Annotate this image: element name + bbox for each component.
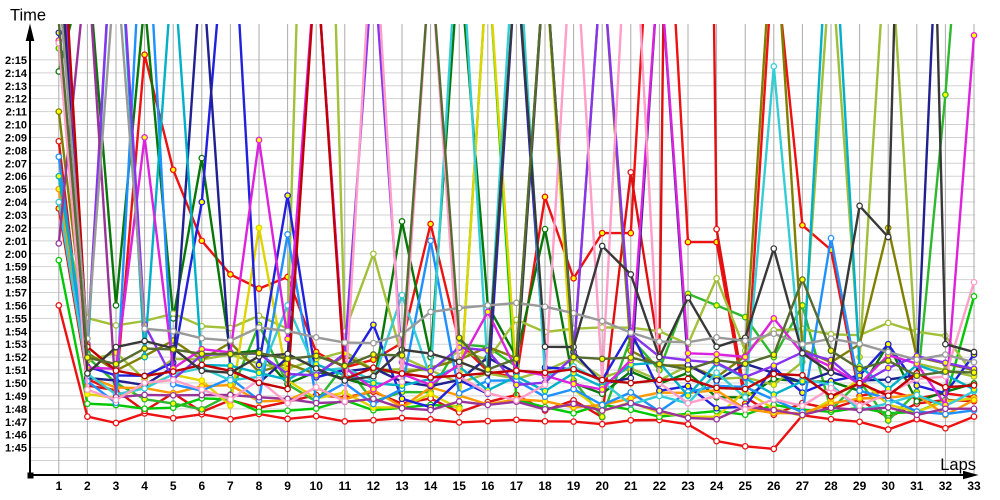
svg-text:1:47: 1:47: [5, 417, 27, 429]
svg-text:1: 1: [55, 479, 62, 493]
svg-text:32: 32: [939, 479, 953, 493]
svg-text:6: 6: [198, 479, 205, 493]
svg-text:2:03: 2:03: [5, 210, 27, 222]
svg-text:5: 5: [170, 479, 177, 493]
svg-text:2:14: 2:14: [5, 68, 28, 80]
svg-text:1:56: 1:56: [5, 300, 27, 312]
svg-text:1:55: 1:55: [5, 313, 27, 325]
svg-text:7: 7: [227, 479, 234, 493]
svg-text:22: 22: [653, 479, 667, 493]
svg-text:2:04: 2:04: [5, 197, 28, 209]
svg-text:3: 3: [113, 479, 120, 493]
svg-text:1:59: 1:59: [5, 262, 27, 274]
svg-text:24: 24: [710, 479, 724, 493]
svg-text:12: 12: [367, 479, 381, 493]
svg-text:29: 29: [853, 479, 867, 493]
svg-text:13: 13: [395, 479, 409, 493]
svg-text:2:10: 2:10: [5, 120, 27, 132]
svg-text:2:15: 2:15: [5, 55, 27, 67]
svg-text:2:11: 2:11: [6, 107, 27, 119]
svg-text:2: 2: [84, 479, 91, 493]
svg-text:2:09: 2:09: [5, 132, 27, 144]
svg-text:1:49: 1:49: [5, 391, 27, 403]
svg-text:16: 16: [481, 479, 495, 493]
svg-text:15: 15: [453, 479, 467, 493]
svg-text:8: 8: [256, 479, 263, 493]
svg-text:9: 9: [284, 479, 291, 493]
svg-text:1:52: 1:52: [5, 352, 27, 364]
svg-text:2:05: 2:05: [5, 184, 27, 196]
svg-text:Laps: Laps: [940, 456, 976, 474]
svg-text:1:54: 1:54: [5, 326, 28, 338]
svg-text:1:45: 1:45: [5, 443, 27, 455]
svg-text:2:13: 2:13: [5, 81, 27, 93]
svg-text:26: 26: [767, 479, 781, 493]
svg-text:2:12: 2:12: [5, 94, 27, 106]
svg-text:10: 10: [310, 479, 324, 493]
svg-text:1:58: 1:58: [5, 275, 27, 287]
svg-text:2:08: 2:08: [5, 145, 27, 157]
svg-text:14: 14: [424, 479, 438, 493]
svg-text:20: 20: [596, 479, 610, 493]
svg-text:1:53: 1:53: [5, 339, 27, 351]
svg-text:28: 28: [824, 479, 838, 493]
svg-text:1:57: 1:57: [5, 288, 27, 300]
svg-text:1:48: 1:48: [5, 404, 27, 416]
svg-text:4: 4: [141, 479, 148, 493]
svg-text:17: 17: [510, 479, 524, 493]
svg-text:2:00: 2:00: [5, 249, 27, 261]
svg-text:23: 23: [681, 479, 695, 493]
svg-text:2:02: 2:02: [5, 223, 27, 235]
svg-text:2:06: 2:06: [5, 171, 27, 183]
svg-text:21: 21: [624, 479, 638, 493]
svg-text:30: 30: [882, 479, 896, 493]
svg-text:Time: Time: [10, 7, 46, 25]
svg-text:2:01: 2:01: [5, 236, 27, 248]
svg-text:1:50: 1:50: [5, 378, 27, 390]
svg-text:11: 11: [338, 479, 351, 493]
svg-text:33: 33: [967, 479, 981, 493]
svg-text:2:07: 2:07: [5, 158, 27, 170]
svg-text:19: 19: [567, 479, 581, 493]
svg-text:25: 25: [739, 479, 753, 493]
svg-text:18: 18: [538, 479, 552, 493]
svg-text:27: 27: [796, 479, 810, 493]
svg-text:31: 31: [910, 479, 924, 493]
svg-text:1:51: 1:51: [5, 365, 27, 377]
svg-text:1:46: 1:46: [5, 430, 27, 442]
